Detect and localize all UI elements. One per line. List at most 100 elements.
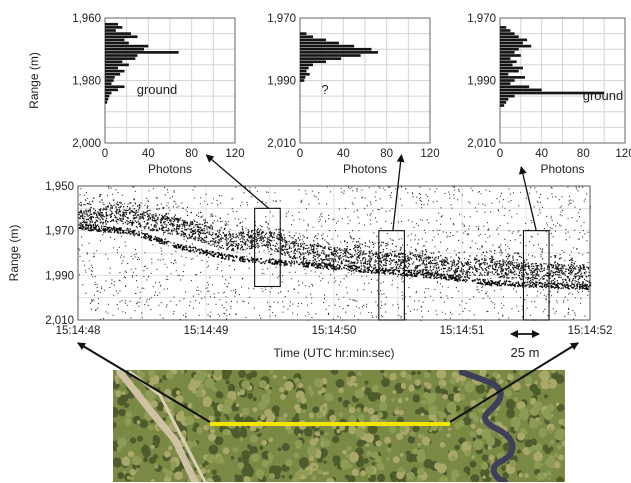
histogram-bar [105, 76, 115, 79]
histogram-bar [500, 101, 507, 104]
y-tick-label: 2,010 [467, 138, 496, 150]
histogram-bar [105, 44, 149, 48]
y-axis-label: Range (m) [7, 225, 21, 282]
x-tick-label: 15:14:51 [440, 325, 485, 337]
y-tick-label: 1,960 [72, 13, 101, 25]
histogram-bar [105, 51, 179, 54]
ground-photons [78, 224, 592, 291]
histogram-bar [105, 26, 123, 29]
histogram-bar [300, 54, 361, 57]
photo-arrow-left [77, 342, 211, 423]
highlight-box [378, 230, 405, 321]
y-tick-label: 1,970 [45, 226, 74, 238]
x-axis-label: Photons [540, 162, 584, 176]
photo-arrow-right [449, 342, 579, 423]
scale-bar-label: 25 m [511, 345, 540, 360]
histogram-bar [300, 79, 305, 82]
histogram-bar [300, 57, 342, 60]
canopy-photons [78, 194, 592, 284]
histogram-bar [500, 79, 515, 82]
x-tick-label: 120 [615, 148, 631, 160]
x-tick-label: 40 [535, 148, 548, 160]
photo-arrows [77, 342, 579, 423]
histogram-bar [500, 54, 521, 57]
histogram-bar [500, 44, 532, 48]
y-tick-label: 2,010 [45, 315, 74, 327]
histogram-bar [105, 32, 131, 35]
x-tick-label: 15:14:50 [312, 325, 357, 337]
x-tick-label: 120 [225, 148, 244, 160]
histogram-bar [105, 60, 123, 64]
histogram-bar [105, 97, 109, 101]
box-arrow [518, 166, 537, 231]
highlight-box [254, 207, 281, 288]
x-tick-label: 0 [297, 148, 303, 160]
sand-path [116, 370, 199, 482]
dark-vegetation [113, 370, 565, 482]
x-tick-label: 15:14:48 [56, 325, 101, 337]
y-tick-label: 2,010 [267, 138, 296, 150]
histogram-bar [500, 29, 511, 32]
histogram-bar [500, 82, 511, 85]
y-axis-label: Range (m) [27, 52, 41, 109]
histogram-bar [500, 85, 530, 89]
aerial-photo [113, 370, 565, 482]
histogram-bar [105, 41, 129, 45]
histogram-bar [500, 26, 507, 29]
photon-time-range-plot: 15:14:48 15:14:49 15:14:50 15:14:51 15:14:52… [7, 181, 612, 360]
histogram-bar [105, 54, 138, 57]
x-tick-label: 80 [577, 148, 590, 160]
y-tick-label: 1,990 [45, 270, 74, 282]
histogram-bar [500, 32, 515, 35]
y-tick-label: 1,980 [72, 76, 101, 88]
x-axis-label: Photons [343, 162, 387, 176]
histogram-bar [105, 91, 112, 95]
x-tick-label: 0 [497, 148, 503, 160]
histogram-bar [300, 51, 378, 54]
histogram-bar [300, 32, 307, 35]
x-tick-label: 80 [380, 148, 393, 160]
y-tick-label: 2,000 [72, 138, 101, 150]
histogram-bar [300, 72, 310, 76]
x-tick-label: 15:14:52 [568, 325, 613, 337]
plot-frame [77, 185, 591, 321]
box-arrow [392, 154, 405, 231]
x-axis-label: Time (UTC hr:min:sec) [274, 346, 395, 360]
histogram-bar [105, 66, 118, 70]
histogram-bar [500, 41, 523, 45]
histogram-bar [105, 35, 138, 39]
histogram-bar [105, 38, 125, 42]
histogram-bar [500, 38, 528, 42]
histogram-bar [300, 76, 306, 79]
mid-vegetation [116, 370, 565, 482]
x-tick-label: 0 [102, 148, 108, 160]
histogram-bar [105, 94, 110, 98]
box-to-histogram-arrows [205, 154, 537, 231]
histogram-annotation: ground [583, 88, 623, 103]
histogram-bar [500, 57, 511, 60]
y-tick-label: 1,950 [45, 181, 74, 193]
histogram-bar [105, 72, 121, 76]
histogram-bar [105, 69, 125, 73]
histogram-bar [300, 60, 326, 64]
histogram-bar [500, 66, 523, 70]
histogram-bar [500, 72, 509, 76]
histogram-bar [300, 41, 339, 45]
histogram-bar [300, 38, 326, 42]
histogram-bar [500, 47, 519, 51]
x-tick-label: 120 [420, 148, 439, 160]
histogram-bar [500, 35, 519, 39]
histogram-bar [300, 35, 313, 39]
histogram-bar [500, 97, 509, 101]
y-tick-label: 1,990 [467, 76, 496, 88]
histogram-bar [105, 57, 136, 60]
histogram-annotation: ground [137, 82, 177, 97]
histogram-bar [105, 101, 108, 104]
x-axis-label: Photons [148, 162, 192, 176]
histogram-bar [500, 69, 519, 73]
histogram-panel-middle: 0 40 80 120 1,970 1,990 2,010 Photons? [267, 13, 439, 176]
histogram-bar [105, 47, 144, 51]
histogram-bar [105, 63, 129, 67]
river [459, 370, 516, 482]
